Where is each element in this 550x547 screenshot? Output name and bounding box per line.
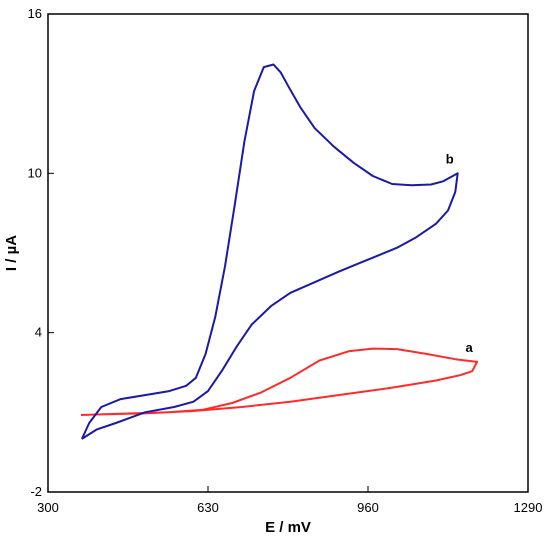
series-label-a: a <box>465 340 473 355</box>
x-tick-label: 300 <box>37 500 59 515</box>
x-tick-label: 630 <box>197 500 219 515</box>
x-axis-title: E / mV <box>265 519 311 536</box>
series-layer: ab <box>80 63 479 440</box>
series-label-b: b <box>446 151 454 166</box>
y-tick-label: 4 <box>35 325 42 340</box>
series-line-b <box>80 63 459 440</box>
y-tick-label: 10 <box>28 165 42 180</box>
y-tick-label: 16 <box>28 6 42 21</box>
x-tick-label: 960 <box>357 500 379 515</box>
y-axis-title: I / µA <box>3 235 20 271</box>
series-line-a <box>80 347 479 416</box>
plot-frame <box>47 13 529 493</box>
y-tick-label: -2 <box>30 484 42 499</box>
ticks-layer: 300 630 960 1290 -2 4 10 16 <box>28 6 543 515</box>
x-tick-label: 1290 <box>514 500 543 515</box>
